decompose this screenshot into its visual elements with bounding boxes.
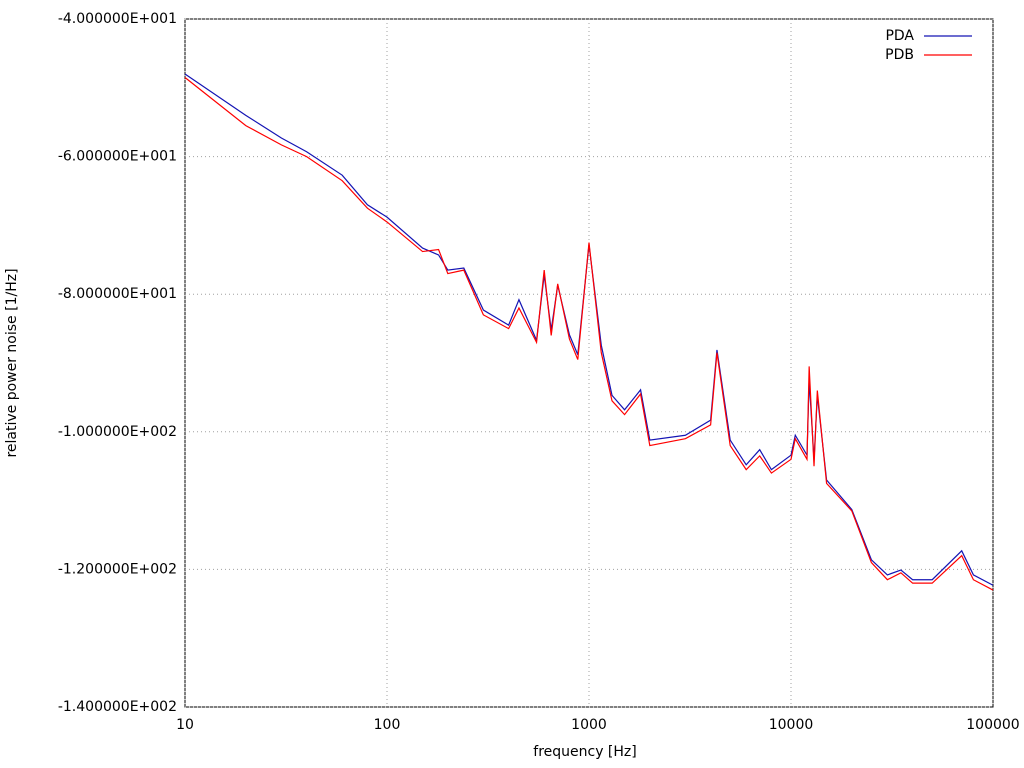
x-tick-label: 10 <box>176 717 194 733</box>
y-axis-label: relative power noise [1/Hz] <box>4 268 20 457</box>
legend-label: PDA <box>885 28 914 44</box>
y-tick-label: -1.000000E+002 <box>58 424 177 440</box>
x-tick-label: 100000 <box>966 717 1019 733</box>
y-tick-label: -1.200000E+002 <box>58 561 177 577</box>
x-tick-label: 1000 <box>571 717 607 733</box>
x-tick-label: 100 <box>374 717 401 733</box>
y-tick-label: -6.000000E+001 <box>58 149 177 165</box>
y-tick-label: -8.000000E+001 <box>58 286 177 302</box>
x-tick-label: 10000 <box>769 717 814 733</box>
series-line <box>184 73 994 586</box>
y-tick-label: -1.400000E+002 <box>58 699 177 715</box>
x-axis-label: frequency [Hz] <box>533 744 636 760</box>
series-line <box>184 77 994 591</box>
legend-label: PDB <box>885 47 914 63</box>
y-tick-label: -4.000000E+001 <box>58 11 177 27</box>
